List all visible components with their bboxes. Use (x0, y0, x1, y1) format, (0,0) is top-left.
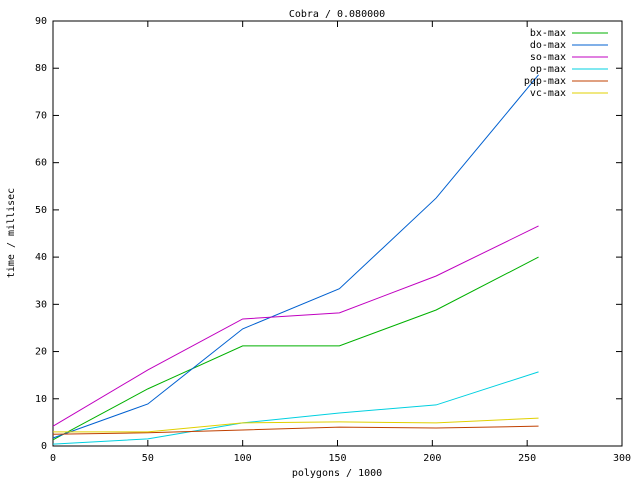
x-tick-label: 200 (423, 453, 441, 464)
y-tick-label: 60 (35, 158, 47, 169)
x-tick-label: 100 (234, 453, 252, 464)
x-tick-label: 150 (328, 453, 346, 464)
series-line (52, 371, 539, 445)
y-tick-label: 70 (35, 110, 47, 121)
x-tick-label: 50 (142, 453, 154, 464)
x-axis-label: polygons / 1000 (292, 468, 382, 479)
y-tick-label: 30 (35, 299, 47, 310)
x-tick-label: 250 (518, 453, 536, 464)
legend-label: pqp-max (524, 76, 566, 87)
y-tick-label: 50 (35, 205, 47, 216)
legend-label: so-max (530, 52, 566, 63)
series-line (53, 417, 539, 433)
series-line (52, 225, 539, 427)
y-tick-label: 90 (35, 16, 47, 27)
series-line (52, 256, 539, 441)
legend-label: op-max (530, 64, 566, 75)
x-tick-label: 0 (50, 453, 56, 464)
x-tick-label: 300 (613, 453, 631, 464)
series-line (52, 425, 539, 435)
series-line (52, 74, 539, 439)
y-tick-label: 80 (35, 63, 47, 74)
legend-label: do-max (530, 40, 566, 51)
y-tick-label: 0 (41, 441, 47, 452)
y-axis-label: time / millisec (6, 188, 17, 278)
legend-label: bx-max (530, 28, 566, 39)
y-tick-label: 40 (35, 252, 47, 263)
y-tick-label: 10 (35, 394, 47, 405)
legend-label: vc-max (530, 88, 566, 99)
chart-title: Cobra / 0.080000 (289, 9, 385, 20)
y-tick-label: 20 (35, 347, 47, 358)
